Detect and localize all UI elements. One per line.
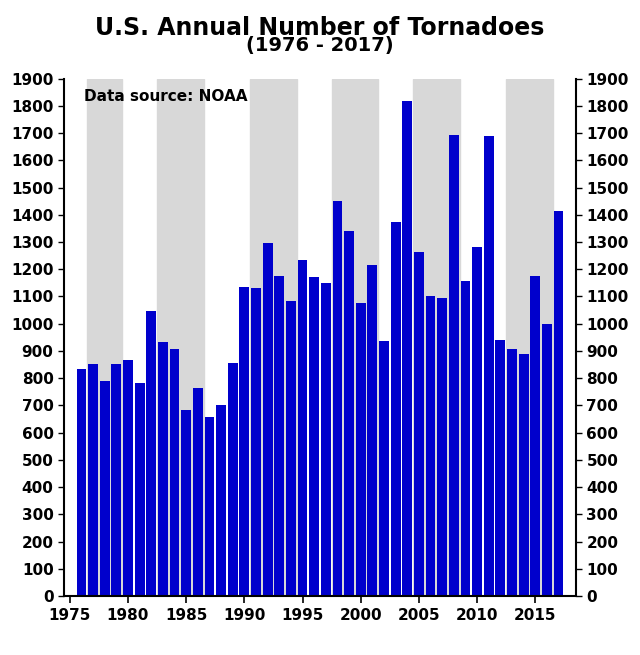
Bar: [507, 349, 517, 596]
Bar: [77, 369, 86, 596]
Bar: [309, 276, 319, 596]
Bar: [239, 288, 250, 596]
Bar: [542, 324, 552, 596]
Bar: [298, 260, 307, 596]
Bar: [286, 301, 296, 596]
Bar: [87, 79, 122, 596]
Bar: [403, 102, 412, 596]
Bar: [321, 284, 331, 596]
Bar: [367, 265, 378, 596]
Bar: [461, 281, 470, 596]
Bar: [250, 79, 297, 596]
Bar: [134, 383, 145, 596]
Bar: [379, 341, 389, 596]
Bar: [344, 231, 354, 596]
Bar: [472, 247, 482, 596]
Bar: [518, 354, 529, 596]
Text: (1976 - 2017): (1976 - 2017): [246, 36, 394, 55]
Bar: [333, 202, 342, 596]
Bar: [193, 388, 203, 596]
Bar: [413, 79, 460, 596]
Bar: [170, 349, 179, 596]
Bar: [449, 135, 459, 596]
Bar: [506, 79, 553, 596]
Bar: [356, 303, 365, 596]
Bar: [205, 417, 214, 596]
Bar: [147, 311, 156, 596]
Text: Data source: NOAA: Data source: NOAA: [84, 90, 247, 105]
Bar: [275, 276, 284, 596]
Bar: [251, 288, 261, 596]
Bar: [157, 79, 204, 596]
Bar: [158, 343, 168, 596]
Bar: [88, 364, 98, 596]
Bar: [484, 136, 493, 596]
Bar: [228, 363, 237, 596]
Text: U.S. Annual Number of Tornadoes: U.S. Annual Number of Tornadoes: [95, 16, 545, 41]
Bar: [414, 252, 424, 596]
Bar: [262, 243, 273, 596]
Bar: [531, 276, 540, 596]
Bar: [181, 410, 191, 596]
Bar: [332, 79, 378, 596]
Bar: [390, 222, 401, 596]
Bar: [554, 211, 563, 596]
Bar: [495, 341, 506, 596]
Bar: [100, 381, 109, 596]
Bar: [111, 364, 122, 596]
Bar: [123, 360, 133, 596]
Bar: [426, 295, 435, 596]
Bar: [437, 297, 447, 596]
Bar: [216, 405, 226, 596]
